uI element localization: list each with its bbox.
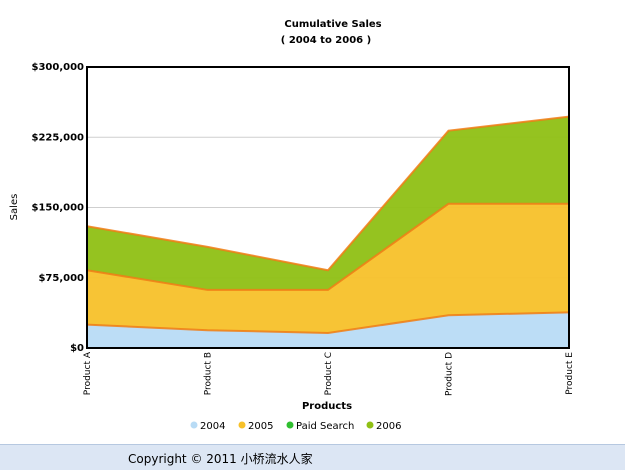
legend-label: 2005: [248, 421, 273, 432]
x-tick-label: Product A: [83, 351, 93, 395]
y-axis: $0 $75,000 $150,000 $225,000 $300,000: [31, 62, 84, 354]
legend-label: Paid Search: [296, 421, 354, 432]
area-edges: [86, 115, 570, 335]
y-tick-label: $75,000: [38, 273, 84, 284]
legend: 2004 2005 Paid Search 2006: [190, 421, 401, 432]
legend-marker: [286, 421, 294, 429]
y-tick-label: $300,000: [31, 62, 84, 73]
area-series: [87, 116, 569, 348]
legend-label: 2006: [376, 421, 401, 432]
chart: Cumulative Sales ( 2004 to 2006 ) $0 $75,…: [9, 19, 575, 432]
x-tick-label: Product E: [565, 352, 575, 395]
area-edge-2006: [86, 115, 570, 272]
y-tick-label: $0: [70, 343, 84, 354]
x-tick-label: Product D: [445, 352, 455, 396]
plot-border: [86, 66, 570, 349]
legend-label: 2004: [200, 421, 225, 432]
area-2006: [87, 116, 569, 290]
legend-marker: [238, 421, 246, 429]
chart-title: Cumulative Sales: [284, 19, 381, 30]
y-axis-label: Sales: [9, 194, 20, 221]
y-tick-label: $225,000: [31, 132, 84, 143]
area-2004: [87, 312, 569, 348]
x-tick-label: Product C: [324, 352, 334, 395]
legend-marker: [366, 421, 374, 429]
legend-marker: [190, 421, 198, 429]
area-edge-2005: [86, 202, 569, 291]
copyright-text: Copyright © 2011 小桥流水人家: [128, 452, 313, 466]
y-tick-label: $150,000: [31, 203, 84, 214]
area-2005: [87, 203, 569, 334]
footer: Copyright © 2011 小桥流水人家: [0, 444, 625, 470]
chart-subtitle: ( 2004 to 2006 ): [281, 35, 371, 46]
x-axis: Product A Product B Product C Product D Prod…: [83, 351, 575, 396]
x-axis-label: Products: [302, 401, 352, 412]
x-tick-label: Product B: [204, 352, 214, 395]
area-edge-2004: [86, 311, 570, 335]
